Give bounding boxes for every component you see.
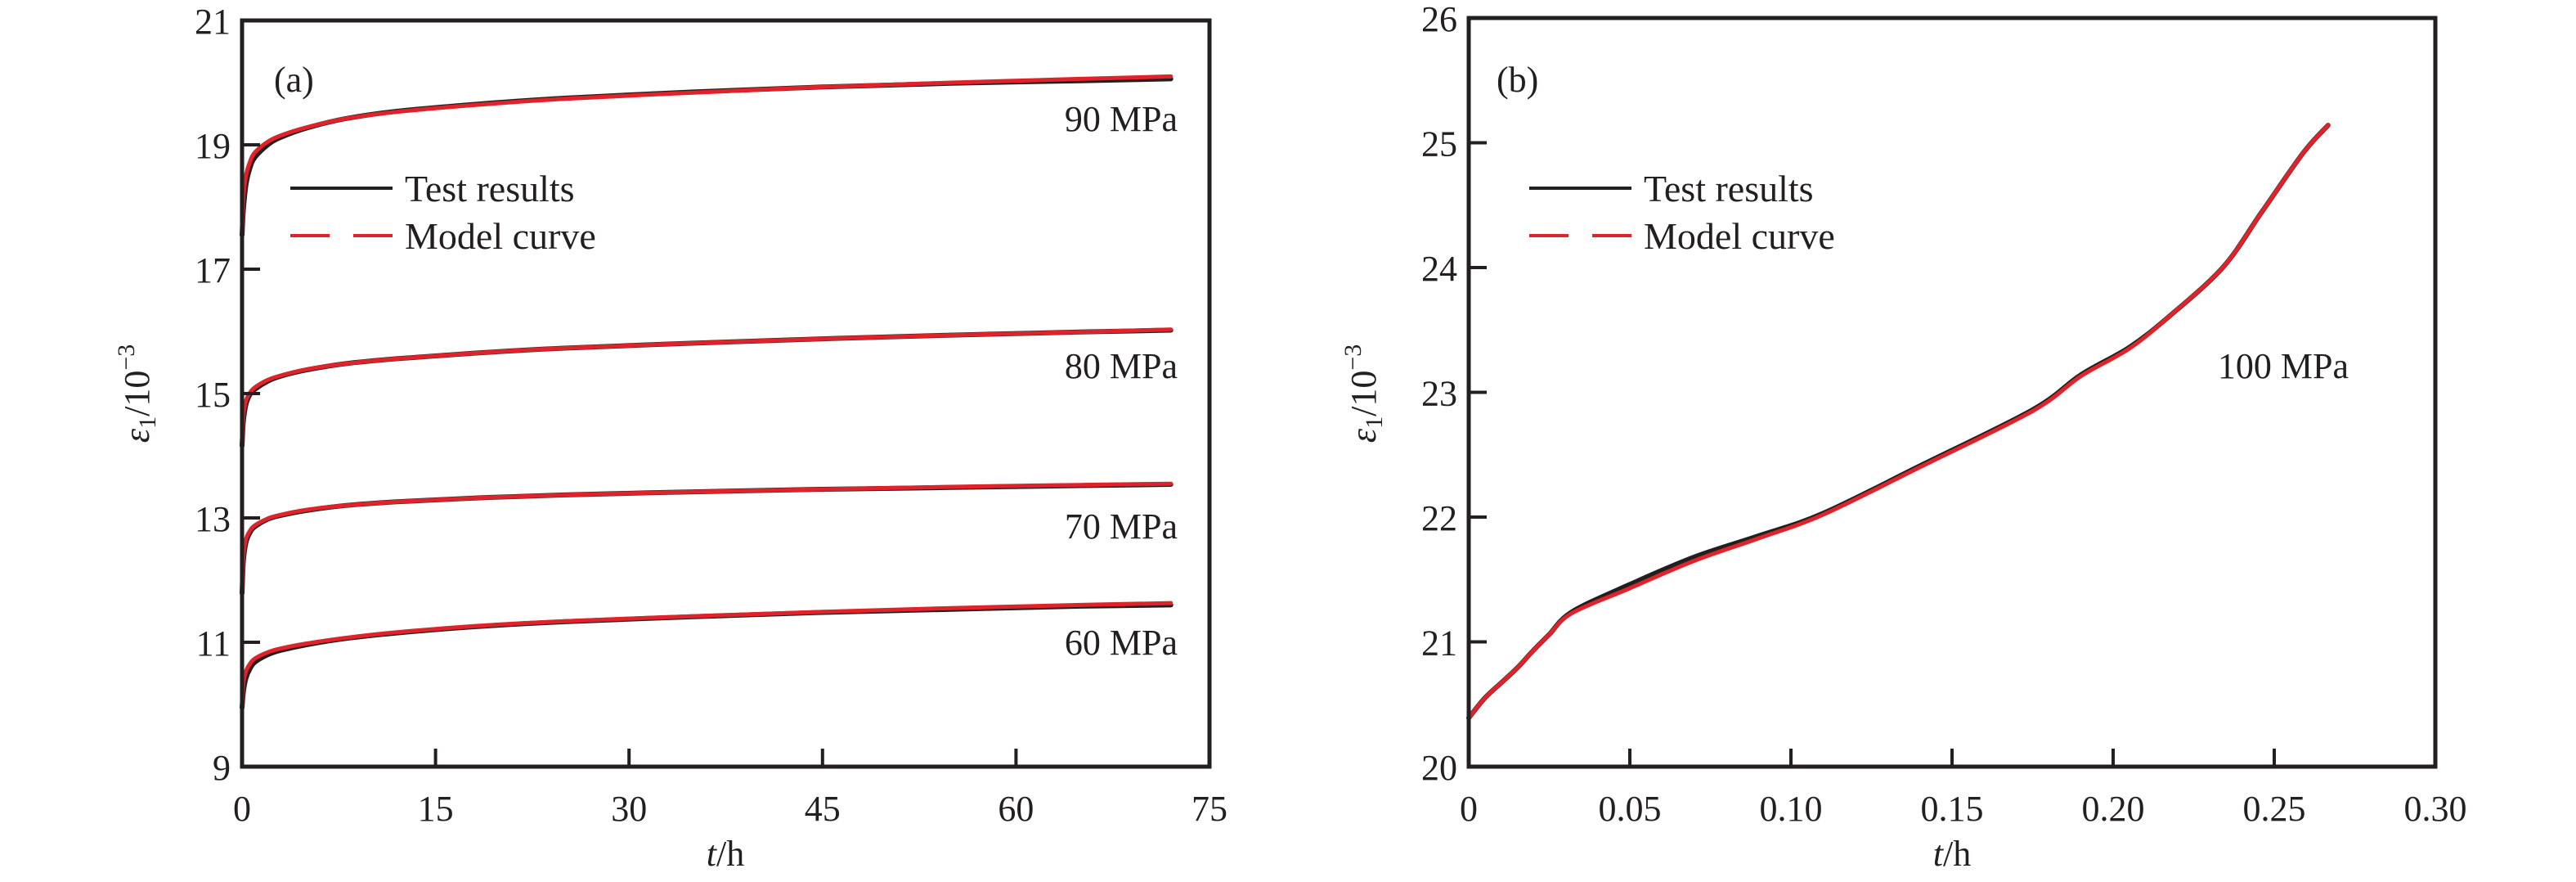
model-curve-line-60-mpa: [240, 601, 1174, 710]
y-tick-label: 24: [1421, 249, 1457, 289]
y-axis-base: /10: [117, 371, 157, 416]
y-tick-label: 13: [195, 499, 231, 539]
y-tick-label: 21: [1421, 623, 1457, 664]
x-axis-title-panel-b: t/h: [1933, 834, 1971, 874]
y-tick-label: 15: [195, 375, 231, 415]
y-axis-subscript: 1: [1361, 416, 1388, 429]
x-axis-unit: /h: [716, 834, 744, 874]
series-labels-panel-b: 100 MPa: [2218, 346, 2349, 386]
y-tick-label: 26: [1421, 0, 1457, 39]
y-axis-symbol: ε: [117, 428, 157, 443]
x-tick-label: 15: [418, 789, 454, 829]
y-axis-superscript: −3: [113, 344, 140, 371]
series-label: 60 MPa: [1065, 623, 1178, 663]
series-label: 90 MPa: [1065, 99, 1178, 139]
legend-panel-b: Test results Model curve: [1529, 168, 1835, 257]
y-tick-label: 17: [195, 250, 231, 290]
legend-label-model-curve: Model curve: [1644, 215, 1835, 257]
y-tick-label: 21: [195, 2, 231, 42]
model-curve-line-70-mpa: [240, 481, 1174, 596]
panel-label-b: (b): [1497, 60, 1538, 100]
curves-panel-b: [1466, 123, 2331, 721]
y-axis-base: /10: [1344, 371, 1384, 416]
series-label: 80 MPa: [1065, 346, 1178, 386]
y-tick-label: 25: [1421, 124, 1457, 164]
chart-panel-a: 0 15 30 45 60 75 9 11 13 15 17 19 21 90 MPa 80 MPa 70 …: [113, 2, 1227, 874]
plot-frame-panel-a: [240, 18, 1212, 769]
x-tick-label: 0.20: [2082, 789, 2145, 829]
y-tick-label: 23: [1421, 374, 1457, 414]
curves-panel-a: [240, 74, 1174, 710]
legend-label-test-results: Test results: [1644, 168, 1814, 209]
x-tick-label: 0.15: [1921, 789, 1984, 829]
x-tick-label: 0: [1460, 789, 1478, 829]
tick-labels-panel-b: 0 0.05 0.10 0.15 0.20 0.25 0.30 20 21 22 23 24 25 26: [1421, 0, 2467, 829]
ticks-panel-b: [1469, 141, 2276, 767]
x-tick-label: 30: [611, 789, 647, 829]
y-axis-symbol: ε: [1344, 428, 1384, 443]
y-tick-label: 19: [195, 126, 231, 166]
x-tick-label: 0.25: [2243, 789, 2306, 829]
tick-labels-panel-a: 0 15 30 45 60 75 9 11 13 15 17 19 21: [195, 2, 1227, 829]
series-label: 100 MPa: [2218, 346, 2349, 386]
y-axis-title-panel-a: ε1/10−3: [113, 344, 161, 443]
legend-panel-a: Test results Model curve: [290, 168, 596, 257]
x-tick-label: 0.05: [1599, 789, 1662, 829]
x-tick-label: 60: [998, 789, 1034, 829]
plot-frame-panel-b: [1466, 16, 2438, 769]
test-results-line-60-mpa: [240, 602, 1174, 710]
y-axis-subscript: 1: [134, 416, 161, 429]
x-tick-label: 45: [805, 789, 841, 829]
x-axis-title-panel-a: t/h: [707, 834, 744, 874]
model-curve-line-100-mpa: [1466, 123, 2331, 721]
ticks-panel-a: [242, 143, 1018, 767]
model-curve-line-90-mpa: [240, 74, 1174, 237]
x-axis-var: t: [707, 834, 718, 874]
legend-label-model-curve: Model curve: [405, 215, 596, 257]
x-axis-unit: /h: [1943, 834, 1971, 874]
y-tick-label: 11: [196, 623, 231, 664]
legend-label-test-results: Test results: [405, 168, 575, 209]
chart-panel-b: 0 0.05 0.10 0.15 0.20 0.25 0.3020212223242526 …: [1340, 0, 2467, 874]
y-axis-title-panel-b: ε1/10−3: [1340, 344, 1388, 443]
y-tick-label: 20: [1421, 748, 1457, 788]
test-results-line-90-mpa: [240, 76, 1174, 238]
panel-label-a: (a): [274, 60, 314, 100]
model-curve-line-80-mpa: [240, 327, 1174, 448]
x-tick-label: 0: [233, 789, 251, 829]
y-tick-label: 22: [1421, 498, 1457, 538]
series-label: 70 MPa: [1065, 506, 1178, 547]
x-tick-label: 0.10: [1760, 789, 1823, 829]
series-labels-panel-a: 90 MPa 80 MPa 70 MPa 60 MPa: [1065, 99, 1178, 663]
y-tick-label: 9: [213, 748, 231, 788]
x-tick-label: 75: [1192, 789, 1227, 829]
x-axis-var: t: [1933, 834, 1945, 874]
test-results-line-100-mpa: [1466, 123, 2331, 721]
x-tick-label: 0.30: [2404, 789, 2467, 829]
test-results-line-80-mpa: [240, 327, 1174, 448]
y-axis-superscript: −3: [1340, 344, 1367, 371]
